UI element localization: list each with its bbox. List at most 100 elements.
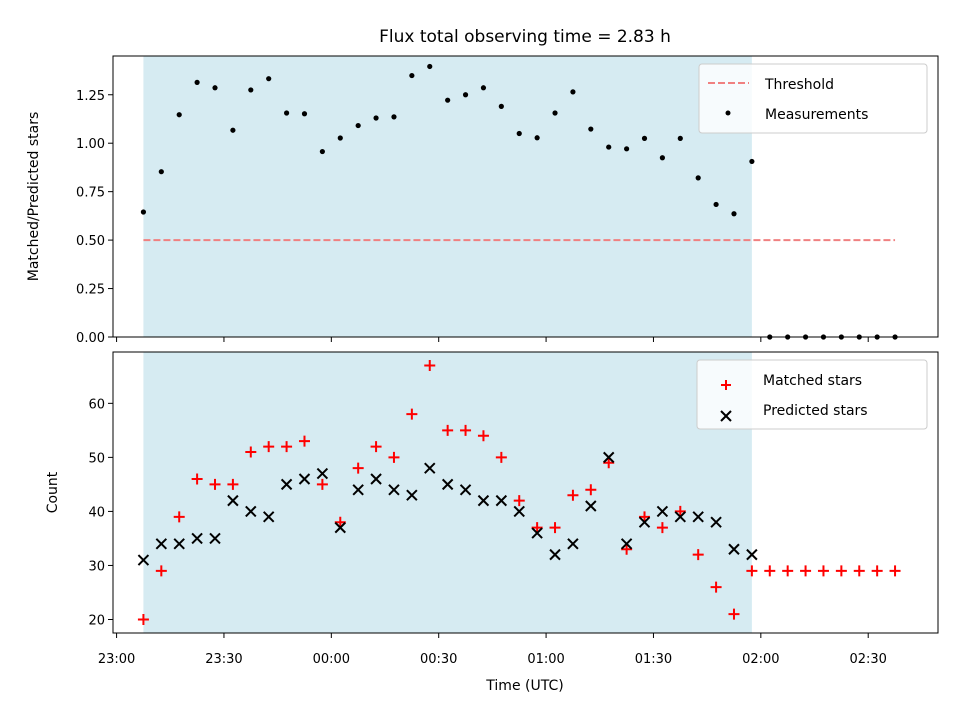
measurement-point bbox=[176, 112, 182, 118]
bottom-y-tick-label: 60 bbox=[88, 397, 105, 412]
matched-star-marker bbox=[245, 446, 257, 458]
matched-star-marker bbox=[800, 565, 812, 577]
predicted-star-marker bbox=[728, 543, 740, 555]
measurement-point bbox=[248, 87, 254, 93]
measurement-point bbox=[624, 146, 630, 152]
matched-star-marker bbox=[639, 511, 651, 523]
legend-threshold-label: Threshold bbox=[764, 77, 834, 93]
predicted-star-marker bbox=[352, 484, 364, 496]
predicted-star-marker bbox=[441, 478, 454, 491]
measurement-point bbox=[731, 211, 737, 217]
measurement-point bbox=[749, 158, 755, 165]
predicted-star-marker bbox=[406, 489, 418, 501]
predicted-star-marker bbox=[209, 532, 221, 545]
predicted-star-marker bbox=[459, 484, 472, 496]
matched-star-marker bbox=[209, 478, 221, 490]
measurement-point bbox=[266, 76, 272, 82]
predicted-star-marker bbox=[280, 478, 293, 491]
matched-star-marker bbox=[549, 522, 561, 534]
predicted-star-marker bbox=[567, 538, 579, 550]
bottom-y-axis-label: Count bbox=[45, 471, 61, 513]
matched-star-marker bbox=[621, 543, 633, 555]
matched-star-marker bbox=[531, 522, 543, 534]
x-tick-label: 01:30 bbox=[635, 652, 672, 667]
legend-predicted-label: Predicted stars bbox=[763, 403, 868, 419]
x-tick-label: 23:30 bbox=[205, 652, 242, 667]
predicted-star-marker bbox=[692, 511, 704, 523]
predicted-star-marker bbox=[298, 473, 311, 485]
matched-star-marker bbox=[442, 424, 454, 436]
predicted-star-marker bbox=[656, 505, 669, 518]
matched-star-marker bbox=[889, 565, 901, 577]
matched-star-marker bbox=[495, 451, 507, 463]
measurement-point bbox=[158, 169, 164, 175]
measurement-point bbox=[462, 92, 469, 98]
x-tick-label: 23:00 bbox=[98, 652, 135, 667]
matched-star-marker bbox=[603, 457, 615, 469]
matched-star-marker bbox=[352, 462, 364, 474]
predicted-star-marker bbox=[245, 505, 257, 518]
matched-star-marker bbox=[424, 360, 436, 372]
predicted-star-marker bbox=[477, 494, 490, 507]
top-legend: Threshold Measurements bbox=[698, 63, 928, 134]
legend-measurements-swatch bbox=[725, 110, 731, 116]
matched-star-marker bbox=[853, 565, 865, 577]
legend-predicted-swatch bbox=[720, 410, 732, 422]
measurement-point bbox=[355, 122, 361, 129]
predicted-star-marker bbox=[316, 467, 329, 480]
top-y-tick-label: 1.25 bbox=[76, 89, 105, 104]
measurement-point bbox=[283, 110, 290, 116]
matched-star-marker bbox=[585, 484, 597, 496]
bottom-y-tick-label: 30 bbox=[88, 559, 105, 574]
measurement-point bbox=[516, 130, 522, 137]
measurement-point bbox=[534, 135, 540, 141]
measurement-point bbox=[194, 79, 200, 85]
top-y-tick-label: 1.00 bbox=[76, 137, 105, 152]
predicted-star-marker bbox=[513, 505, 525, 518]
predicted-star-marker bbox=[746, 548, 758, 561]
predicted-star-marker bbox=[424, 462, 436, 474]
predicted-stars-points bbox=[137, 451, 758, 566]
predicted-star-marker bbox=[173, 538, 185, 550]
bottom-panel: 20 30 40 50 60 23:00 23:30 00:00 00:30 01:00 01:3… bbox=[45, 351, 939, 694]
top-y-tick-label: 0.75 bbox=[76, 186, 105, 201]
top-panel: 0.00 0.25 0.50 0.75 1.00 1.25 Matched/Predict… bbox=[26, 55, 939, 346]
top-y-axis: 0.00 0.25 0.50 0.75 1.00 1.25 bbox=[76, 89, 113, 346]
matched-star-marker bbox=[316, 478, 328, 490]
measurement-point bbox=[301, 111, 308, 117]
legend-matched-label: Matched stars bbox=[763, 373, 862, 389]
x-tick-label: 02:30 bbox=[849, 652, 886, 667]
measurement-point bbox=[445, 97, 451, 103]
matched-star-marker bbox=[728, 608, 740, 620]
chart-title: Flux total observing time = 2.83 h bbox=[379, 27, 671, 47]
measurement-point bbox=[498, 103, 504, 109]
bottom-y-tick-label: 50 bbox=[88, 451, 105, 466]
measurement-point bbox=[570, 89, 576, 95]
x-tick-label: 01:00 bbox=[527, 652, 564, 667]
predicted-star-marker bbox=[155, 538, 168, 550]
measurement-point bbox=[337, 135, 343, 141]
predicted-star-marker bbox=[620, 538, 633, 550]
predicted-star-marker bbox=[603, 451, 615, 464]
measurement-point bbox=[212, 85, 218, 91]
matched-star-marker bbox=[406, 408, 418, 420]
x-axis-label: Time (UTC) bbox=[485, 678, 563, 694]
matched-star-marker bbox=[460, 424, 472, 436]
predicted-star-marker bbox=[334, 521, 346, 534]
matched-star-marker bbox=[477, 430, 489, 442]
predicted-star-marker bbox=[137, 554, 150, 566]
measurement-point bbox=[140, 209, 147, 215]
matched-star-marker bbox=[567, 489, 579, 501]
matched-star-marker bbox=[692, 549, 704, 561]
bottom-y-tick-label: 40 bbox=[88, 505, 105, 520]
predicted-star-marker bbox=[388, 484, 400, 496]
measurement-point bbox=[713, 201, 719, 208]
matched-star-marker bbox=[173, 511, 185, 523]
measurement-point bbox=[695, 175, 701, 181]
predicted-star-marker bbox=[674, 511, 687, 523]
matched-star-marker bbox=[710, 581, 722, 593]
matched-stars-points bbox=[137, 360, 901, 625]
top-observing-span bbox=[143, 56, 752, 337]
matched-star-marker bbox=[191, 473, 203, 485]
